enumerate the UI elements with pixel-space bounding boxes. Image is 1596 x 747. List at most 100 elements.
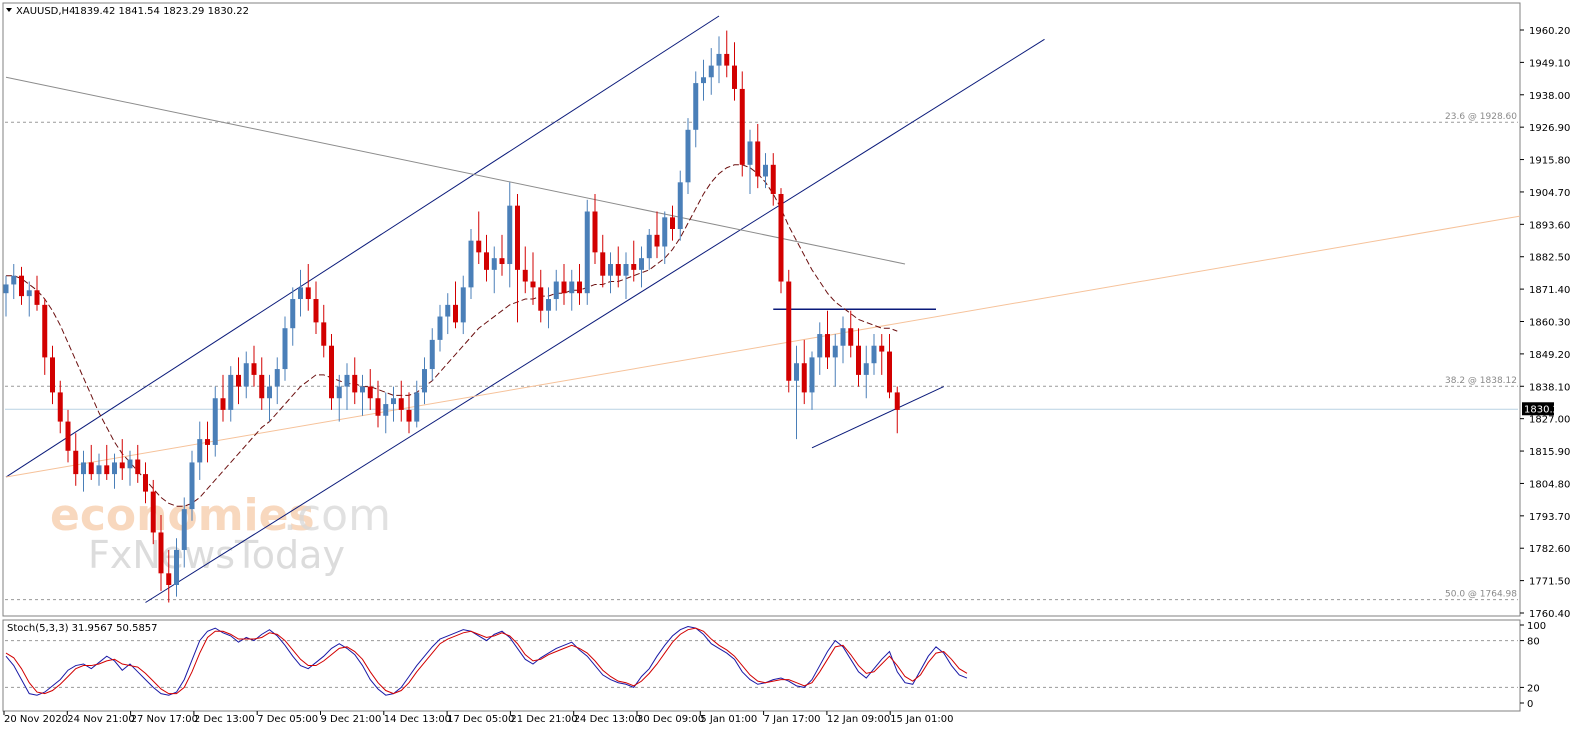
- price-axis[interactable]: 1960.20 1949.10 1938.00 1926.90 1915.80 1904.…: [1520, 26, 1570, 620]
- candle: [770, 153, 776, 206]
- candle-body: [398, 398, 404, 410]
- candle-body: [600, 252, 606, 276]
- candle: [81, 450, 86, 492]
- candle-body: [42, 304, 48, 358]
- candle: [282, 316, 288, 381]
- candle-body: [437, 316, 443, 340]
- triangle-support-line[interactable]: [811, 386, 944, 449]
- menu-dropdown-icon[interactable]: [6, 8, 12, 12]
- candle-body: [220, 398, 226, 410]
- candle-body: [631, 264, 637, 270]
- candle-body: [11, 275, 17, 285]
- candle-body: [150, 491, 156, 533]
- candle-body: [739, 88, 745, 165]
- candle-body: [460, 287, 466, 323]
- candle: [468, 229, 474, 300]
- price-tick-label: 1849.20: [1529, 350, 1570, 361]
- candle: [414, 380, 420, 428]
- candle: [894, 386, 900, 434]
- candle-body: [414, 392, 420, 422]
- candle: [887, 334, 892, 399]
- candle-body: [809, 357, 815, 393]
- oscillator-panel[interactable]: [2, 619, 1521, 712]
- candle: [50, 345, 55, 405]
- candle: [11, 264, 17, 300]
- price-tick-label: 1893.60: [1529, 220, 1570, 231]
- candle: [538, 269, 544, 323]
- candle: [73, 433, 79, 486]
- main-price-panel[interactable]: [2, 2, 1521, 617]
- stoch-signal-line: [5, 627, 968, 695]
- candle: [786, 269, 792, 393]
- candle-body: [243, 363, 249, 387]
- candle-body: [104, 465, 110, 475]
- oscillator-title: Stoch(5,3,3) 31.9567 50.5857: [7, 623, 158, 634]
- candle: [615, 246, 621, 288]
- candle-body: [530, 281, 536, 288]
- drawn-trendlines[interactable]: [5, 15, 1564, 603]
- candle-body: [391, 398, 396, 405]
- candle: [189, 450, 195, 521]
- candle-body: [19, 275, 24, 297]
- trend-gray-line[interactable]: [5, 76, 906, 265]
- candle: [856, 328, 861, 387]
- candle: [274, 357, 280, 405]
- candle: [522, 246, 528, 294]
- channel-upper-line[interactable]: [5, 15, 720, 478]
- candle: [879, 334, 885, 375]
- price-tick-label: 1915.80: [1529, 156, 1570, 167]
- time-tick-label: 14 Dec 13:00: [384, 714, 451, 725]
- candle: [437, 304, 443, 352]
- time-tick-label: 2 Dec 13:00: [194, 714, 255, 725]
- candle: [848, 310, 854, 358]
- candle: [3, 275, 9, 317]
- candle: [398, 380, 404, 422]
- time-tick-label: 5 Jan 01:00: [700, 714, 757, 725]
- trend-orange-line[interactable]: [5, 209, 1564, 478]
- candle: [166, 549, 172, 603]
- candle-body: [863, 363, 869, 375]
- candle-body: [88, 462, 94, 475]
- candle-body: [313, 299, 319, 323]
- candle-body: [445, 304, 451, 317]
- candle: [344, 363, 350, 410]
- candle-body: [468, 240, 474, 288]
- candle-body: [654, 234, 660, 247]
- stochastic-oscillator: [5, 626, 1518, 696]
- channel-lower-line[interactable]: [145, 38, 1045, 603]
- candle: [19, 266, 24, 305]
- candle: [592, 193, 598, 265]
- candle: [654, 211, 660, 259]
- candle: [646, 229, 652, 270]
- candle: [429, 328, 435, 381]
- time-tick-label: 20 Nov 2020: [4, 714, 68, 725]
- candle-body: [112, 462, 117, 475]
- candle-body: [305, 287, 311, 300]
- candle-body: [65, 421, 71, 451]
- candle-body: [274, 369, 280, 387]
- candle-body: [189, 462, 195, 510]
- candle: [290, 287, 296, 346]
- candle-body: [608, 264, 613, 276]
- candle-body: [770, 164, 776, 194]
- stoch-tick-label: 20: [1527, 683, 1540, 694]
- candle-body: [119, 462, 125, 469]
- candle-body: [491, 258, 497, 270]
- candle-body: [879, 345, 885, 352]
- candle-body: [344, 374, 350, 387]
- candle: [608, 252, 613, 294]
- candle-body: [143, 474, 148, 492]
- candle-body: [282, 328, 288, 370]
- candle: [88, 444, 94, 480]
- candle: [197, 421, 203, 480]
- candle: [794, 345, 799, 440]
- fib-level-label: 38.2 @ 1838.12: [1445, 376, 1517, 386]
- candle-body: [732, 65, 737, 89]
- candle: [375, 380, 381, 428]
- candle: [391, 386, 396, 422]
- candle-body: [158, 532, 164, 574]
- candle-body: [577, 281, 582, 294]
